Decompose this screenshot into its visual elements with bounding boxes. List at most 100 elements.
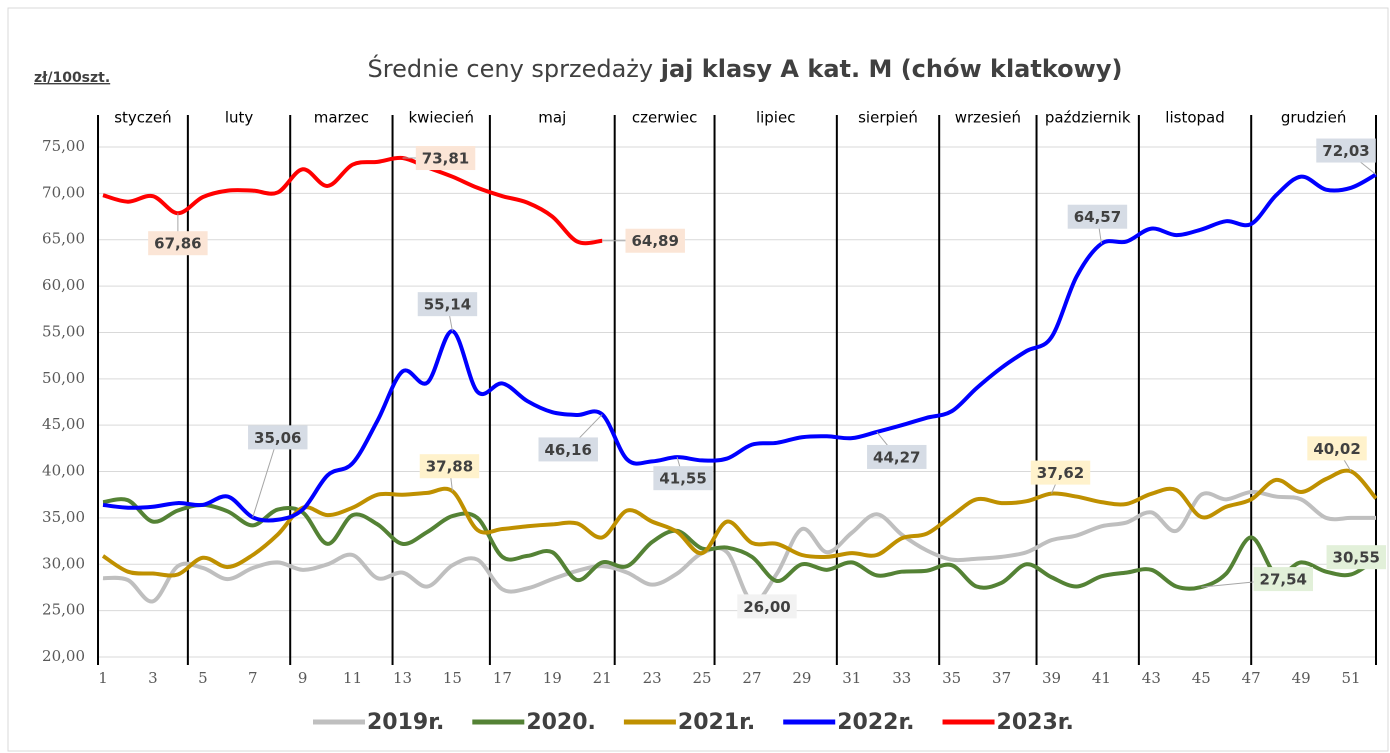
series-line (101, 468, 1378, 578)
data-label-text: 27,54 (1260, 571, 1307, 589)
month-label: czerwiec (632, 109, 697, 127)
x-tick-label: 25 (693, 669, 712, 687)
x-tick-label: 3 (148, 669, 158, 687)
data-label-text: 55,14 (424, 296, 471, 314)
data-label-text: 44,27 (873, 448, 920, 466)
data-label-text: 37,62 (1037, 464, 1084, 482)
y-tick-label: 70,00 (42, 183, 85, 201)
y-tick-label: 25,00 (42, 601, 85, 619)
series-line (102, 489, 1376, 604)
data-label: 37,62 (1030, 460, 1091, 494)
legend-label: 2023r. (997, 710, 1074, 735)
data-label-text: 64,89 (631, 232, 678, 250)
data-label-text: 73,81 (422, 150, 469, 168)
x-tick-label: 23 (643, 669, 662, 687)
data-label: 27,54 (1201, 567, 1314, 592)
data-label: 30,55 (1326, 545, 1386, 570)
y-tick-label: 55,00 (42, 322, 85, 340)
x-tick-label: 27 (742, 669, 761, 687)
data-label-text: 64,57 (1074, 208, 1121, 226)
x-tick-label: 37 (992, 669, 1011, 687)
x-tick-label: 13 (393, 669, 412, 687)
data-label: 44,27 (867, 431, 927, 469)
x-tick-label: 21 (593, 669, 612, 687)
y-tick-label: 75,00 (42, 137, 85, 155)
data-label: 40,02 (1307, 436, 1367, 472)
data-label: 41,55 (653, 457, 713, 491)
label-box (1307, 436, 1367, 461)
label-box (538, 437, 598, 462)
y-tick-label: 35,00 (42, 508, 85, 526)
data-label-text: 37,88 (426, 458, 473, 476)
data-label-text: 40,02 (1313, 440, 1360, 458)
month-label: sierpień (858, 109, 918, 127)
data-label-text: 72,03 (1322, 142, 1369, 160)
y-tick-label: 60,00 (42, 276, 85, 294)
data-label-text: 26,00 (743, 598, 790, 616)
data-label: 37,88 (419, 454, 480, 492)
label-box (417, 292, 478, 317)
label-box (1316, 138, 1376, 163)
label-leader (252, 437, 279, 518)
data-label: 46,16 (538, 414, 603, 462)
y-tick-label: 50,00 (42, 369, 85, 387)
y-tick-label: 30,00 (42, 554, 85, 572)
label-box (737, 594, 797, 619)
label-box (148, 231, 208, 256)
label-box (415, 146, 476, 171)
legend-label: 2020. (526, 710, 596, 735)
month-label: październik (1045, 109, 1131, 127)
label-box (1326, 545, 1386, 570)
data-label: 26,00 (737, 594, 797, 619)
x-tick-label: 39 (1042, 669, 1061, 687)
legend-label: 2022r. (837, 710, 914, 735)
x-tick-label: 31 (842, 669, 861, 687)
series-line (102, 155, 603, 246)
label-box (1067, 204, 1128, 229)
y-tick-label: 65,00 (42, 230, 85, 248)
data-label: 64,57 (1067, 204, 1128, 244)
data-label-text: 67,86 (154, 235, 201, 253)
month-label: kwiecień (408, 109, 474, 127)
data-label-text: 41,55 (659, 470, 706, 488)
x-tick-label: 49 (1292, 669, 1311, 687)
label-box (419, 454, 480, 479)
data-label: 67,86 (148, 213, 208, 256)
month-label: grudzień (1281, 109, 1347, 127)
x-tick-label: 29 (792, 669, 811, 687)
x-tick-label: 19 (543, 669, 562, 687)
month-label: lipiec (756, 109, 796, 127)
label-box (248, 425, 308, 450)
x-tick-label: 7 (248, 669, 258, 687)
title-bold: jaj klasy A kat. M (chów klatkowy) (660, 55, 1123, 83)
data-label-text: 46,16 (544, 441, 591, 459)
label-box (1030, 460, 1091, 485)
y-tick-label: 40,00 (42, 462, 85, 480)
month-label: styczeń (114, 109, 171, 127)
data-label-text: 30,55 (1333, 549, 1380, 567)
x-tick-label: 5 (198, 669, 208, 687)
x-tick-label: 17 (493, 669, 512, 687)
data-label: 64,89 (602, 228, 685, 253)
x-tick-label: 45 (1192, 669, 1211, 687)
series-line (102, 497, 1378, 591)
month-label: wrzesień (955, 109, 1021, 127)
x-tick-label: 47 (1242, 669, 1261, 687)
x-tick-label: 11 (343, 669, 362, 687)
y-unit: zł/100szt. (34, 70, 110, 86)
label-box (1253, 567, 1314, 592)
x-tick-label: 33 (892, 669, 911, 687)
series-line (102, 172, 1377, 523)
data-label: 55,14 (417, 292, 478, 332)
title-plain: Średnie ceny sprzedaży (368, 53, 654, 83)
x-tick-label: 41 (1092, 669, 1111, 687)
y-tick-label: 45,00 (42, 415, 85, 433)
month-label: luty (225, 109, 254, 127)
x-tick-label: 1 (98, 669, 108, 687)
x-tick-label: 43 (1142, 669, 1161, 687)
legend-label: 2019r. (367, 710, 444, 735)
data-label: 73,81 (402, 146, 476, 171)
data-label: 72,03 (1316, 138, 1377, 175)
legend-label: 2021r. (678, 710, 755, 735)
